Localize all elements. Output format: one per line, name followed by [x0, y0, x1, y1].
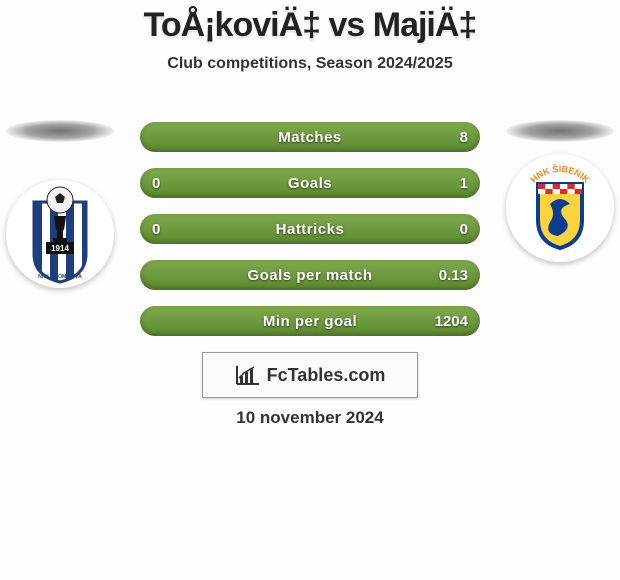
left-club-badge: 1914 NK LOKOMOTIVA: [6, 180, 114, 288]
match-date: 10 november 2024: [0, 408, 620, 428]
lokomotiva-crest-icon: 1914 NK LOKOMOTIVA: [6, 180, 114, 288]
right-club-column: HNK ŠIBENIK: [500, 120, 620, 262]
bar-right-value: 1: [448, 168, 480, 198]
brand-text: FcTables.com: [267, 365, 386, 386]
right-club-badge: HNK ŠIBENIK: [506, 154, 614, 262]
bar-right-value: 0: [448, 214, 480, 244]
founded-year: 1914: [51, 244, 69, 253]
bar-right-value: 8: [448, 122, 480, 152]
bar-label: Matches: [140, 122, 480, 152]
bar-right-value: 0.13: [427, 260, 480, 290]
bar-matches: Matches 8: [140, 122, 480, 152]
subtitle: Club competitions, Season 2024/2025: [0, 55, 620, 73]
bar-label: Goals: [140, 168, 480, 198]
bar-goals: 0 Goals 1: [140, 168, 480, 198]
brand-box: FcTables.com: [202, 352, 418, 398]
sibenik-crest-icon: HNK ŠIBENIK: [506, 154, 614, 262]
bar-label: Hattricks: [140, 214, 480, 244]
left-shadow-ellipse: [6, 120, 114, 142]
page-title: ToÅ¡koviÄ‡ vs MajiÄ‡: [0, 0, 620, 45]
bar-goals-per-match: Goals per match 0.13: [140, 260, 480, 290]
svg-text:NK LOKOMOTIVA: NK LOKOMOTIVA: [38, 274, 82, 280]
right-shadow-ellipse: [506, 120, 614, 142]
stat-bars: Matches 8 0 Goals 1 0 Hattricks 0 Goals …: [140, 122, 480, 352]
left-club-column: 1914 NK LOKOMOTIVA: [0, 120, 120, 288]
bar-chart-icon: [235, 364, 261, 386]
bar-hattricks: 0 Hattricks 0: [140, 214, 480, 244]
bar-min-per-goal: Min per goal 1204: [140, 306, 480, 336]
bar-right-value: 1204: [423, 306, 480, 336]
